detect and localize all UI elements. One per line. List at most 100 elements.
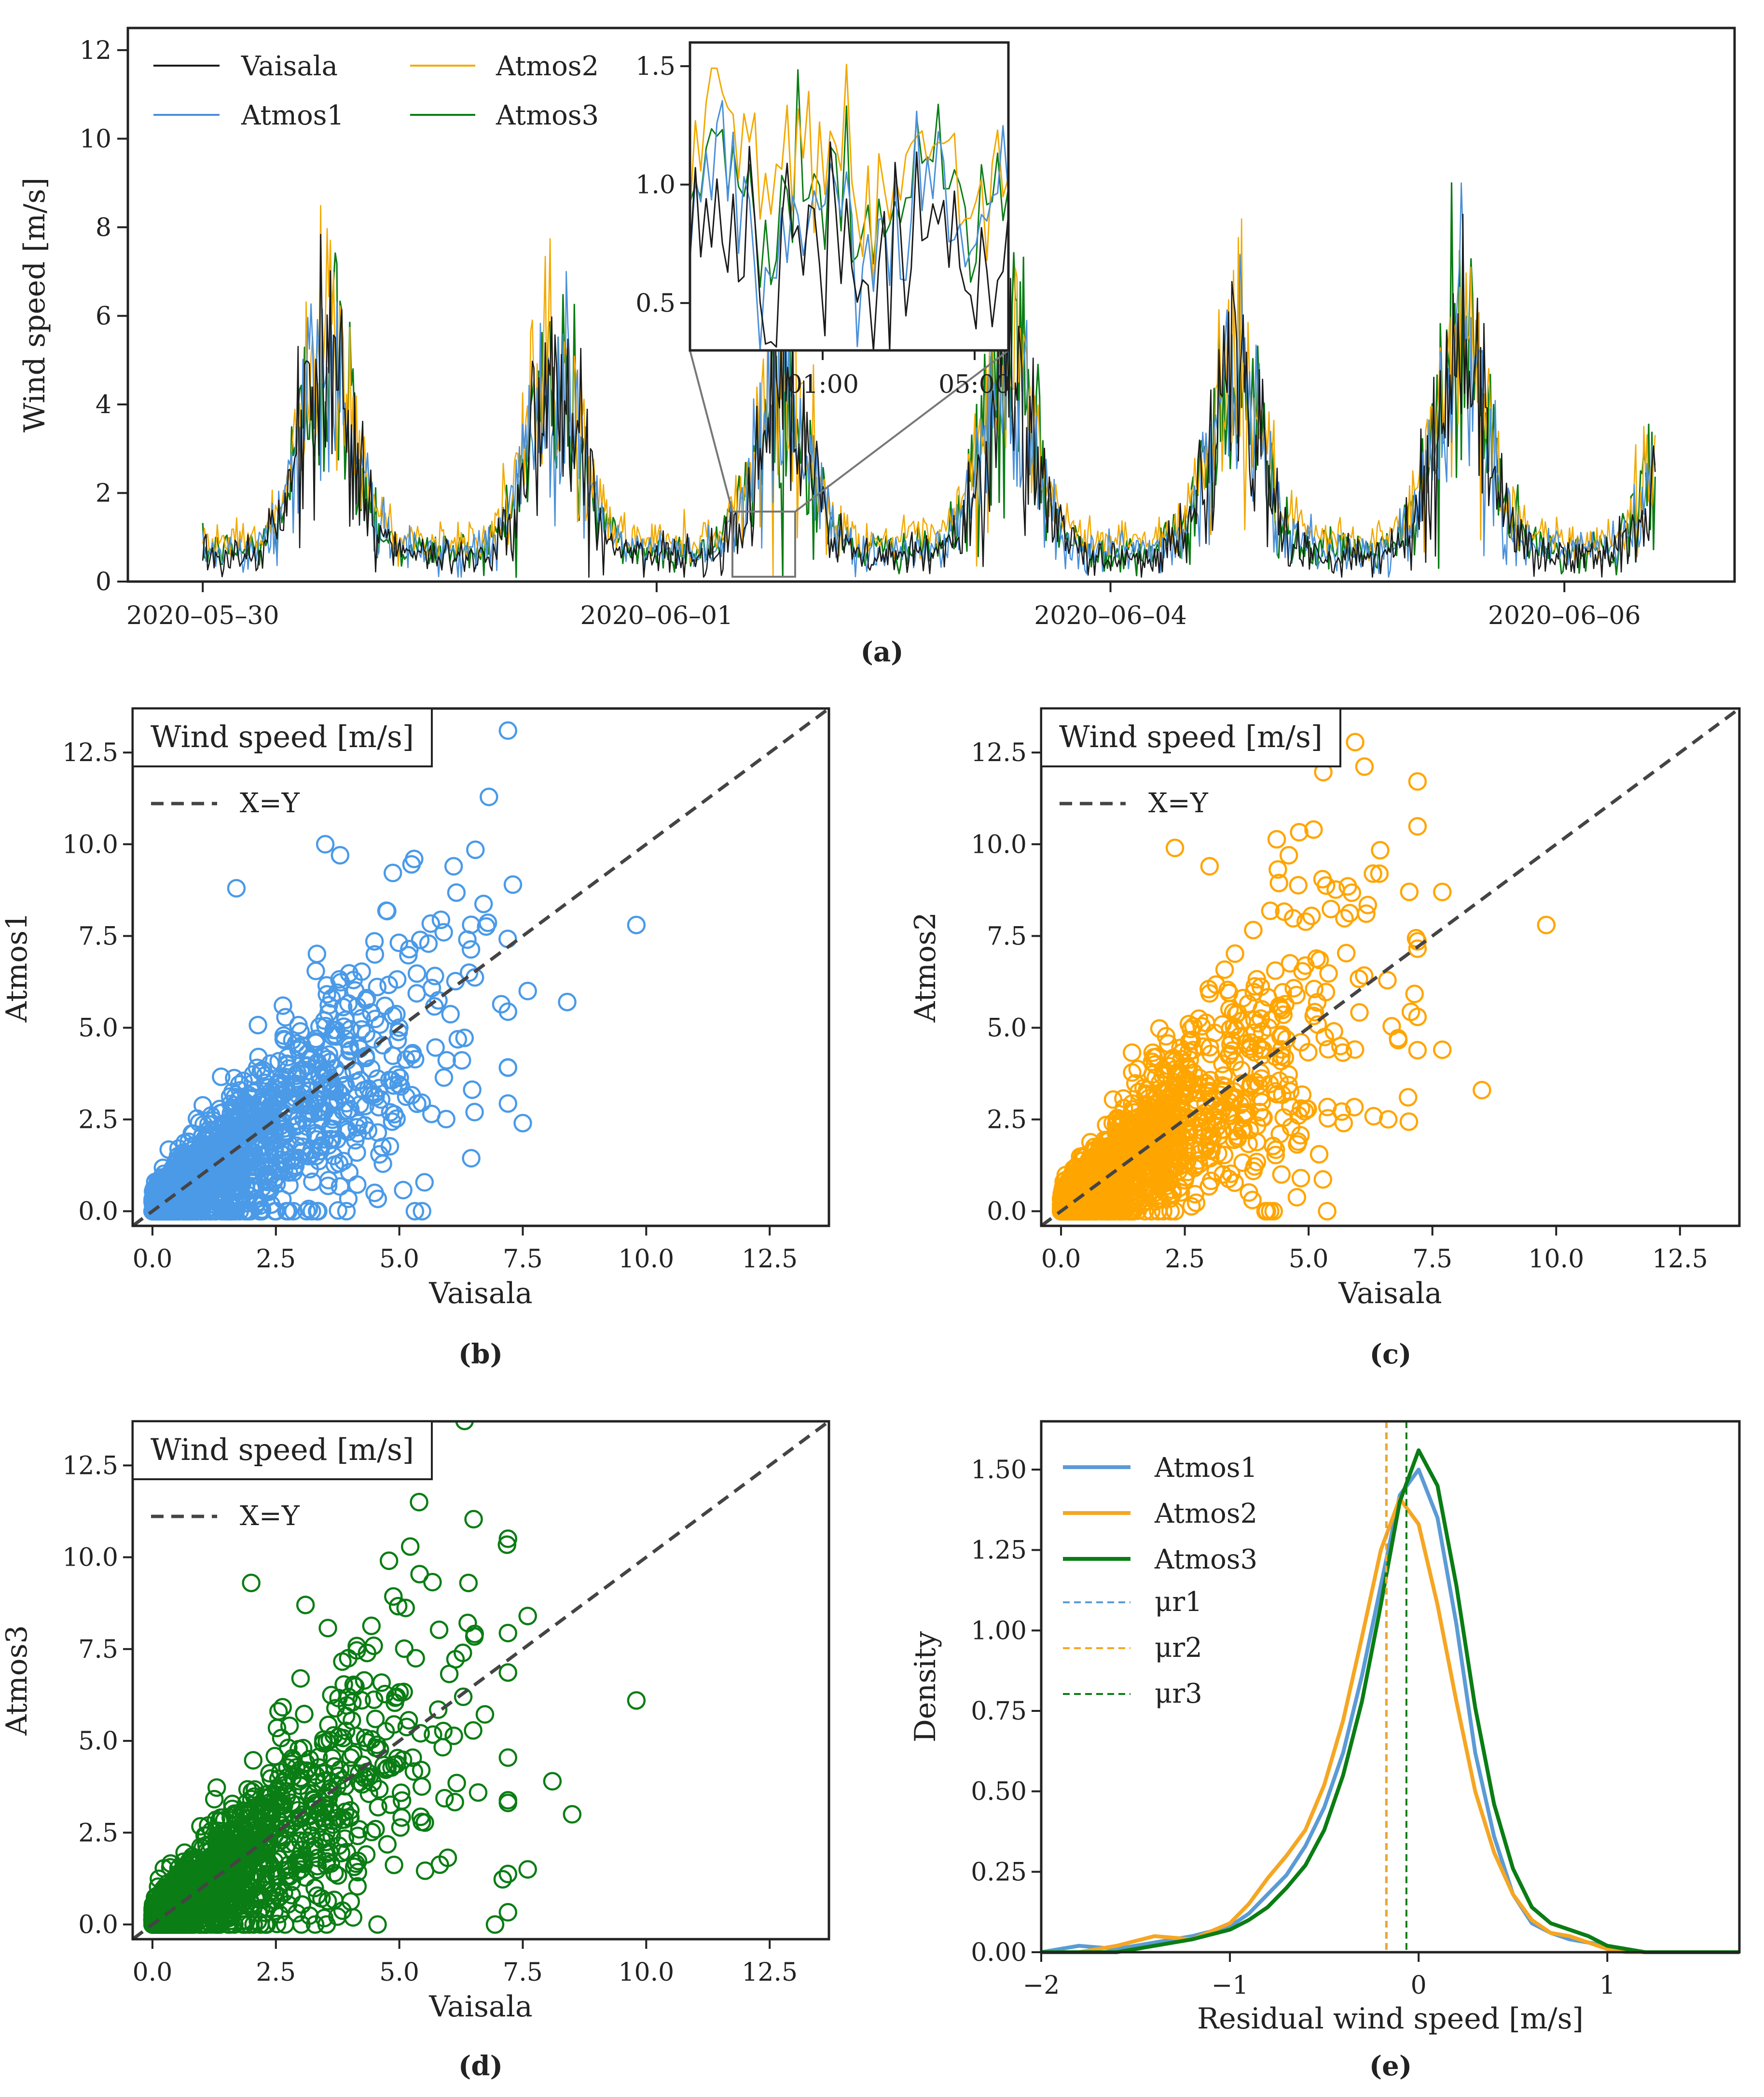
scatter-point: [462, 1149, 481, 1168]
scatter-point-outlier: [627, 916, 646, 934]
x-tick-label: 2.5: [256, 1958, 296, 1987]
scatter-point: [260, 1832, 279, 1850]
scatter-point: [348, 1877, 367, 1896]
scatter-point: [252, 1887, 272, 1905]
scatter-point: [498, 721, 518, 740]
scatter-point: [191, 1817, 210, 1836]
scatter-point: [260, 1764, 279, 1783]
y-tick-label: 12.5: [971, 738, 1027, 767]
zoom-connector-right: [794, 349, 1009, 513]
scatter-point: [498, 1624, 518, 1642]
x-tick-label: 5.0: [1289, 1245, 1329, 1274]
scatter-point: [1129, 1174, 1148, 1193]
y-tick-label: 5.0: [78, 1014, 118, 1042]
scatter-point-outlier: [1473, 1081, 1491, 1099]
scatter-point: [317, 1823, 336, 1842]
scatter-point: [1247, 1153, 1267, 1171]
scatter-point: [271, 1162, 290, 1180]
scatter-point: [498, 1748, 518, 1767]
scatter-point: [332, 1810, 351, 1830]
scatter-point: [1159, 1056, 1179, 1076]
scatter-point: [434, 1068, 454, 1087]
scatter-point: [228, 1137, 247, 1156]
scatter-point: [1290, 823, 1309, 842]
scatter-point: [1302, 906, 1321, 926]
panel-a-tag: (a): [860, 636, 903, 668]
scatter-point: [373, 1154, 392, 1173]
scatter-point: [426, 967, 444, 986]
scatter-point: [364, 1636, 383, 1655]
x-axis-label: Vaisala: [1338, 1277, 1442, 1310]
scatter-point: [405, 1202, 425, 1221]
scatter-point: [328, 983, 347, 1002]
scatter-point: [1214, 1066, 1233, 1085]
y-tick-label: 0.0: [987, 1197, 1027, 1226]
scatter-point: [498, 1094, 518, 1113]
legend-label-atmos3: Atmos3: [1154, 1544, 1257, 1575]
scatter-point: [289, 1015, 308, 1035]
scatter-point: [444, 1726, 463, 1745]
scatter-point-outlier: [331, 846, 350, 865]
scatter-point: [446, 1650, 465, 1669]
scatter-point: [1271, 1027, 1290, 1046]
scatter-point: [1240, 1183, 1258, 1202]
scatter-point: [256, 1865, 275, 1884]
scatter-point: [1337, 944, 1356, 963]
scatter-point: [1273, 1000, 1292, 1020]
scatter-point: [323, 1120, 342, 1139]
scatter-points: [143, 721, 646, 1221]
scatter-point: [228, 1821, 247, 1840]
y-tick-label: 8: [96, 213, 111, 242]
scatter-point: [200, 1120, 219, 1139]
scatter-point: [318, 1176, 338, 1195]
ref-line-x-equals-y: [1040, 707, 1741, 1227]
y-tick-label: 0.00: [971, 1938, 1027, 1967]
x-axis-label: Vaisala: [428, 1277, 532, 1310]
scatter-point: [383, 863, 402, 883]
scatter-point: [485, 1915, 505, 1934]
scatter-point: [383, 1112, 402, 1131]
scatter-point: [280, 1866, 299, 1885]
scatter-point: [1267, 830, 1286, 849]
scatter-point: [1261, 902, 1280, 920]
scatter-point: [197, 1915, 216, 1934]
panel-a-ylabel: Wind speed [m/s]: [18, 178, 52, 432]
scatter-point: [257, 1915, 276, 1934]
scatter-point: [1405, 985, 1424, 1003]
scatter-point: [1326, 880, 1345, 899]
scatter-points: [1051, 733, 1556, 1221]
x-axis-label: Vaisala: [428, 1990, 532, 2024]
scatter-point: [1273, 1085, 1292, 1104]
scatter-point: [340, 1808, 359, 1827]
scatter-point: [1181, 1019, 1200, 1039]
legend-label-x-equals-y: X=Y: [240, 1500, 300, 1532]
scatter-point: [378, 902, 397, 920]
panel-tag: (d): [458, 2050, 503, 2082]
scatter-point: [1169, 1157, 1188, 1176]
scatter-point: [445, 1792, 464, 1812]
scatter-point-outlier: [627, 1691, 646, 1710]
scatter-point: [389, 933, 408, 952]
scatter-point: [1230, 1096, 1250, 1114]
scatter-point: [1084, 1176, 1102, 1195]
scatter-point: [411, 1724, 430, 1743]
scatter-point: [225, 1069, 244, 1088]
scatter-point: [1106, 1187, 1126, 1206]
scatter-point: [253, 1103, 272, 1122]
scatter-point: [355, 1671, 374, 1690]
inset-x-tick-label: 01:00: [786, 370, 859, 399]
scatter-point: [1104, 1200, 1123, 1219]
scatter-point: [1299, 1042, 1318, 1062]
scatter-point: [276, 1119, 294, 1138]
scatter-point: [145, 1196, 164, 1215]
inset-y-tick-label: 1.0: [635, 170, 675, 199]
scatter-point: [1220, 1000, 1239, 1019]
scatter-point: [461, 940, 481, 959]
scatter-point: [280, 1716, 299, 1736]
scatter-point: [1142, 1108, 1160, 1127]
scatter-point: [293, 1738, 313, 1758]
scatter-point: [1239, 1134, 1258, 1153]
scatter-point-outlier: [296, 1596, 315, 1614]
scatter-point: [275, 1030, 294, 1050]
scatter-point: [1408, 1041, 1427, 1060]
